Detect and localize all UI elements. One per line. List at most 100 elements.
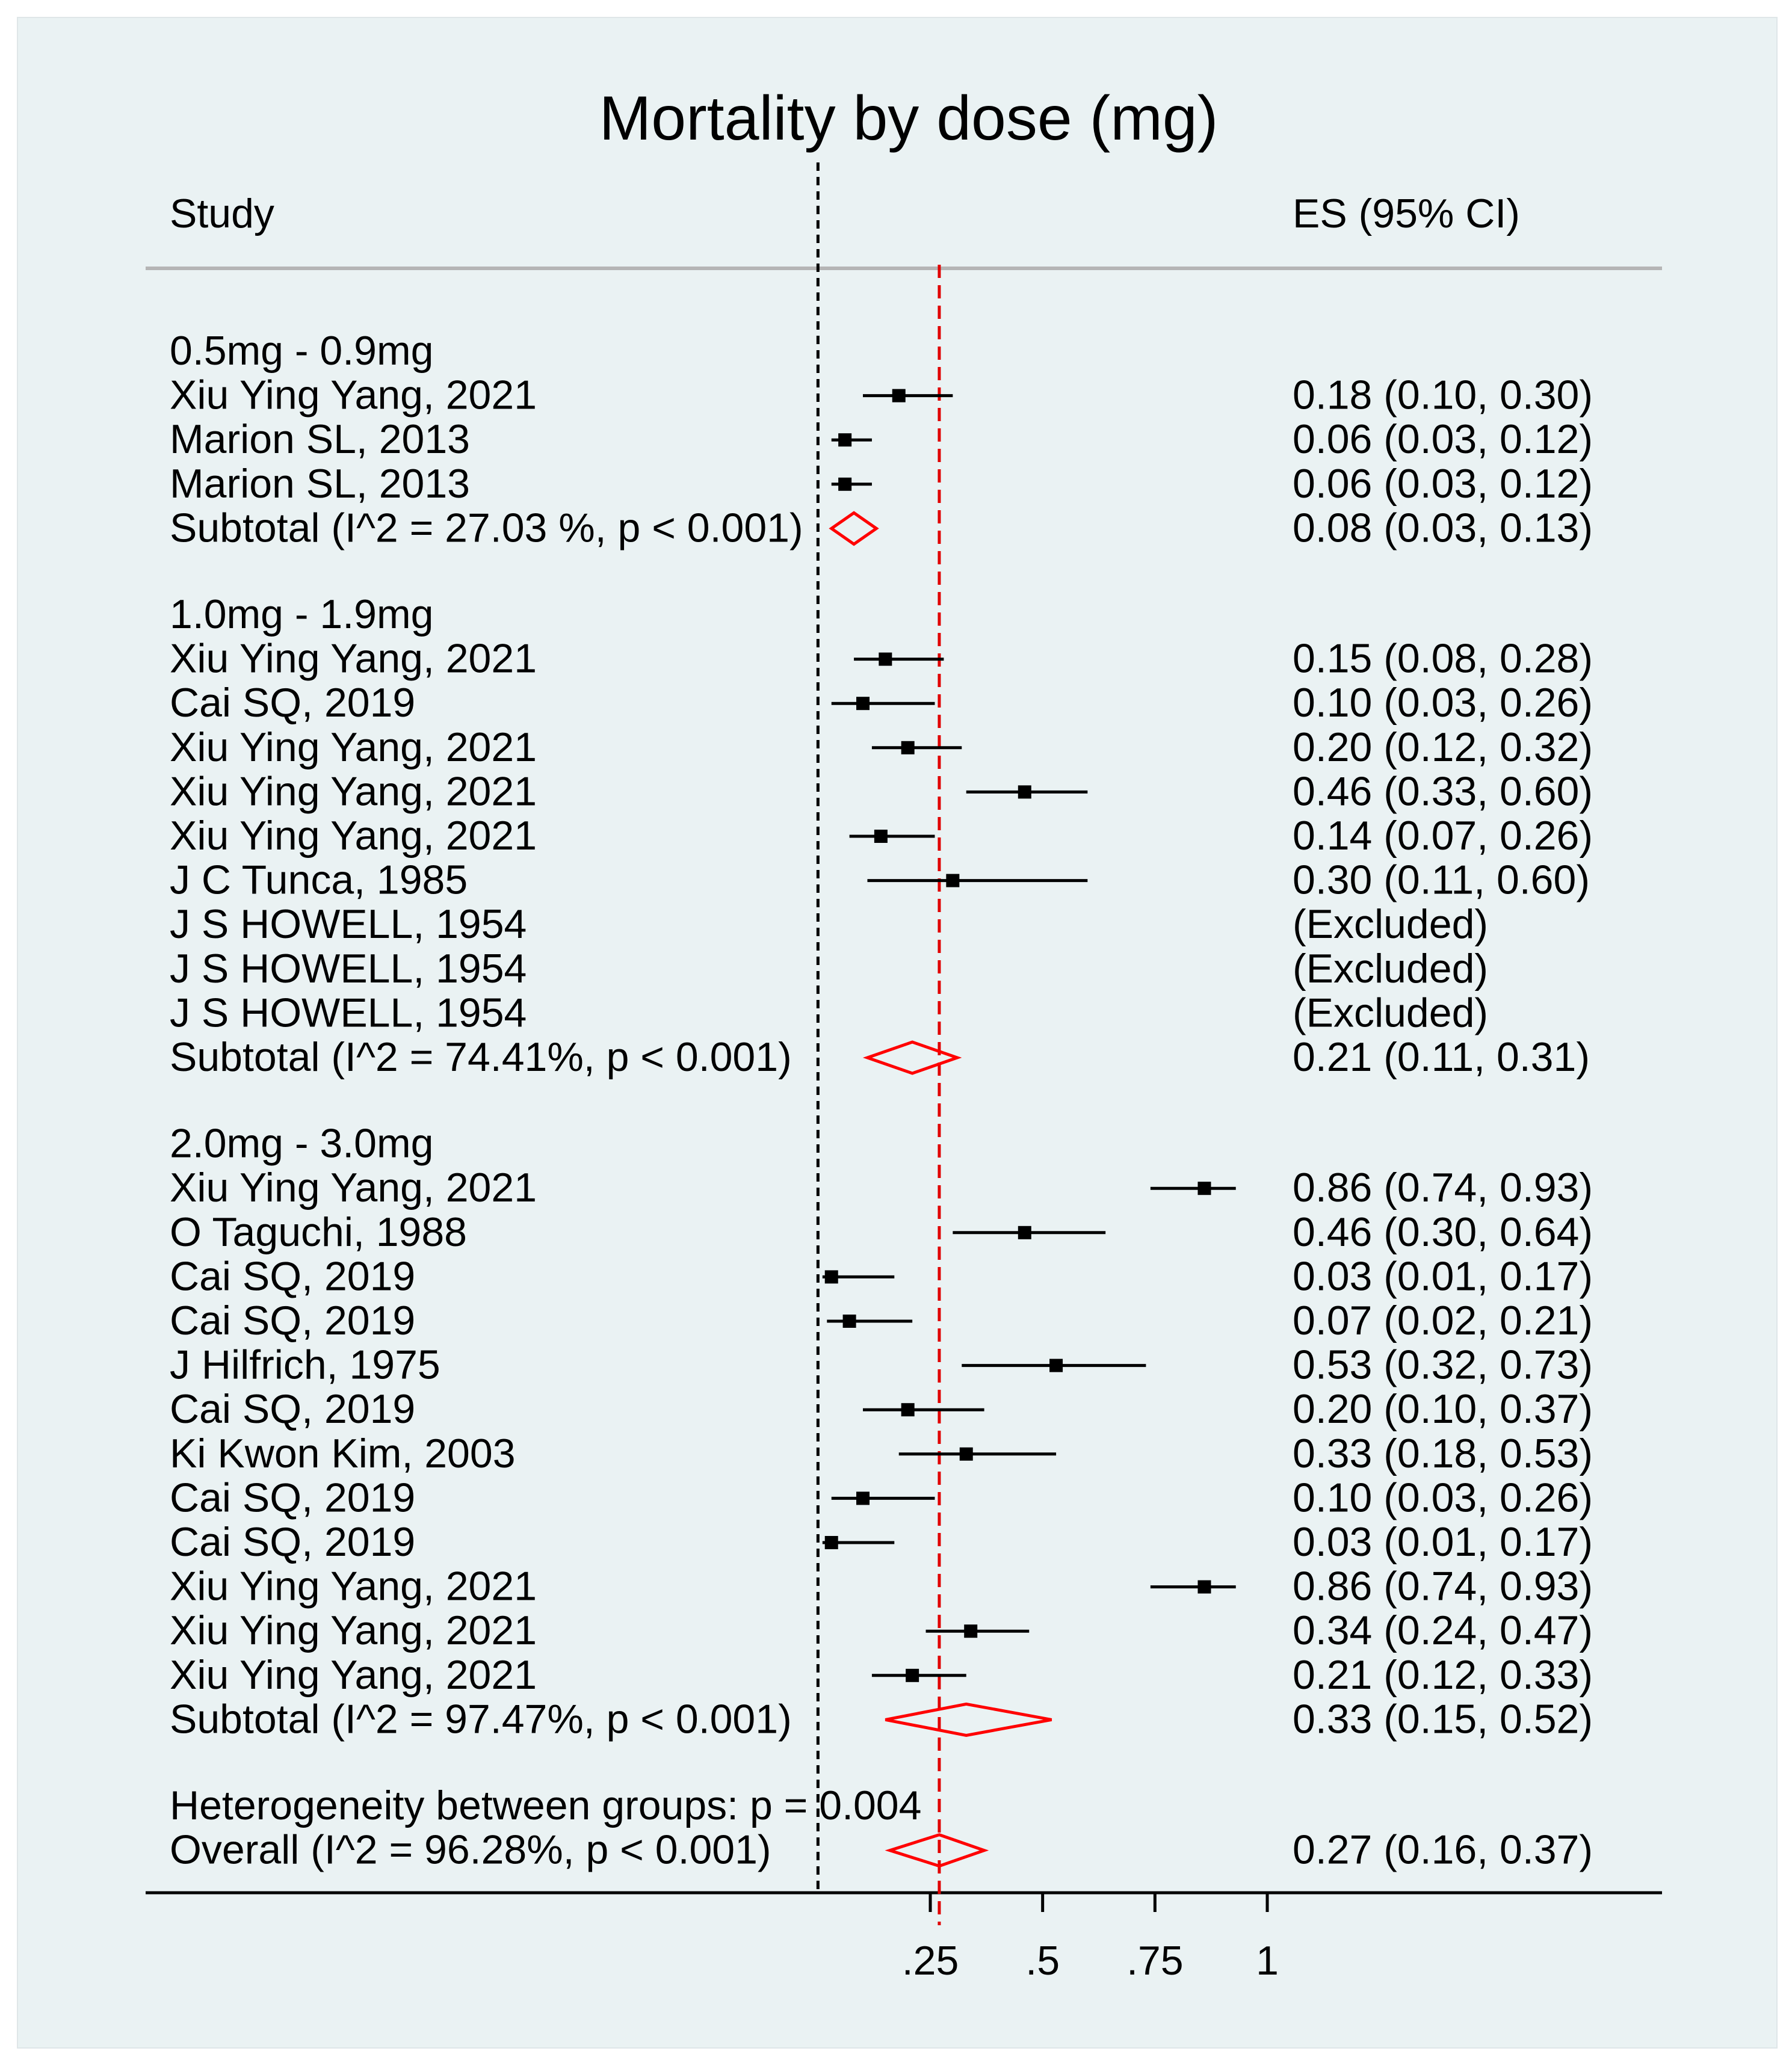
study-label: J C Tunca, 1985	[170, 857, 468, 903]
subtotal-label: Subtotal (I^2 = 27.03 %, p < 0.001)	[170, 505, 803, 550]
row-group: 1.0mg - 1.9mg	[170, 591, 433, 637]
effect-size-marker	[1018, 785, 1031, 799]
effect-size-marker	[901, 741, 915, 754]
group-label: 0.5mg - 0.9mg	[170, 328, 433, 374]
row-excluded: J S HOWELL, 1954 (Excluded)	[170, 990, 1488, 1035]
study-label: Xiu Ying Yang, 2021	[170, 372, 537, 418]
study-label: Xiu Ying Yang, 2021	[170, 768, 537, 814]
es-value: 0.46 (0.33, 0.60)	[1293, 768, 1593, 814]
row-study: Xiu Ying Yang, 2021 0.46 (0.33, 0.60)	[170, 768, 1593, 814]
effect-size-marker	[824, 1536, 838, 1549]
row-group: 0.5mg - 0.9mg	[170, 328, 433, 374]
subtotal-diamond	[829, 511, 879, 546]
study-label: Xiu Ying Yang, 2021	[170, 1165, 537, 1210]
group-label: 1.0mg - 1.9mg	[170, 591, 433, 637]
row-overall: Overall (I^2 = 96.28%, p < 0.001) 0.27 (0…	[170, 1827, 1593, 1873]
excluded-label: J S HOWELL, 1954	[170, 990, 527, 1035]
effect-size-marker	[842, 1315, 856, 1328]
overall-diamond	[885, 1833, 989, 1868]
x-tick-label: 1	[1256, 1938, 1279, 1984]
effect-size-marker	[964, 1624, 978, 1638]
es-value: 0.46 (0.30, 0.64)	[1293, 1209, 1593, 1255]
study-label: Marion SL, 2013	[170, 416, 470, 462]
row-study: Cai SQ, 2019 0.03 (0.01, 0.17)	[170, 1519, 1593, 1565]
row-study: Xiu Ying Yang, 2021 0.34 (0.24, 0.47)	[170, 1608, 1593, 1653]
es-column-header: ES (95% CI)	[1293, 191, 1520, 236]
es-value: 0.10 (0.03, 0.26)	[1293, 680, 1593, 726]
study-label: Xiu Ying Yang, 2021	[170, 1608, 537, 1653]
es-value: (Excluded)	[1293, 901, 1488, 947]
es-value: 0.21 (0.12, 0.33)	[1293, 1652, 1593, 1698]
es-value: 0.30 (0.11, 0.60)	[1293, 857, 1590, 903]
study-label: Ki Kwon Kim, 2003	[170, 1431, 516, 1476]
study-label: Cai SQ, 2019	[170, 1253, 415, 1299]
effect-size-marker	[906, 1668, 919, 1682]
es-value: 0.86 (0.74, 0.93)	[1293, 1564, 1593, 1609]
effect-size-marker	[946, 874, 960, 887]
excluded-label: J S HOWELL, 1954	[170, 901, 527, 947]
es-value: 0.10 (0.03, 0.26)	[1293, 1475, 1593, 1520]
study-label: Xiu Ying Yang, 2021	[170, 813, 537, 859]
row-study: J Hilfrich, 1975 0.53 (0.32, 0.73)	[170, 1342, 1593, 1388]
effect-size-marker	[892, 389, 906, 402]
study-label: Xiu Ying Yang, 2021	[170, 724, 537, 770]
study-label: Marion SL, 2013	[170, 461, 470, 507]
es-value: 0.03 (0.01, 0.17)	[1293, 1519, 1593, 1565]
es-value: 0.33 (0.15, 0.52)	[1293, 1696, 1593, 1742]
row-subtotal: Subtotal (I^2 = 74.41%, p < 0.001) 0.21 (…	[170, 1034, 1590, 1080]
row-excluded: J S HOWELL, 1954 (Excluded)	[170, 901, 1488, 947]
effect-size-marker	[1197, 1182, 1211, 1195]
study-label: O Taguchi, 1988	[170, 1209, 467, 1255]
es-value: 0.86 (0.74, 0.93)	[1293, 1165, 1593, 1210]
effect-size-marker	[856, 697, 870, 711]
subtotal-diamond	[862, 1040, 962, 1075]
es-value: (Excluded)	[1293, 946, 1488, 991]
row-study: Cai SQ, 2019 0.20 (0.10, 0.37)	[170, 1386, 1593, 1432]
study-label: Cai SQ, 2019	[170, 1298, 415, 1343]
subtotal-label: Subtotal (I^2 = 97.47%, p < 0.001)	[170, 1696, 792, 1742]
es-value: 0.33 (0.18, 0.53)	[1293, 1431, 1593, 1476]
es-value: 0.18 (0.10, 0.30)	[1293, 372, 1593, 418]
study-label: Xiu Ying Yang, 2021	[170, 1652, 537, 1698]
study-column-header: Study	[170, 191, 274, 236]
es-value: 0.21 (0.11, 0.31)	[1293, 1034, 1590, 1080]
chart-title: Mortality by dose (mg)	[599, 84, 1219, 153]
effect-size-marker	[838, 477, 852, 491]
study-label: J Hilfrich, 1975	[170, 1342, 440, 1388]
note-label: Heterogeneity between groups: p = 0.004	[170, 1783, 921, 1828]
row-study: Marion SL, 2013 0.06 (0.03, 0.12)	[170, 461, 1593, 507]
excluded-label: J S HOWELL, 1954	[170, 946, 527, 991]
es-value: 0.14 (0.07, 0.26)	[1293, 813, 1593, 859]
plot-background	[17, 17, 1778, 2049]
row-study: Cai SQ, 2019 0.03 (0.01, 0.17)	[170, 1253, 1593, 1299]
effect-size-marker	[856, 1491, 870, 1505]
x-tick-label: .25	[902, 1938, 959, 1984]
es-value: (Excluded)	[1293, 990, 1488, 1035]
row-group: 2.0mg - 3.0mg	[170, 1121, 433, 1167]
es-value: 0.07 (0.02, 0.21)	[1293, 1298, 1593, 1343]
es-value: 0.27 (0.16, 0.37)	[1293, 1827, 1593, 1873]
es-value: 0.06 (0.03, 0.12)	[1293, 416, 1593, 462]
x-tick-label: .5	[1025, 1938, 1060, 1984]
effect-size-marker	[824, 1270, 838, 1284]
row-note: Heterogeneity between groups: p = 0.004	[170, 1783, 921, 1828]
es-value: 0.06 (0.03, 0.12)	[1293, 461, 1593, 507]
es-value: 0.08 (0.03, 0.13)	[1293, 505, 1593, 550]
row-study: J C Tunca, 1985 0.30 (0.11, 0.60)	[170, 857, 1590, 903]
subtotal-label: Subtotal (I^2 = 74.41%, p < 0.001)	[170, 1034, 792, 1080]
study-label: Cai SQ, 2019	[170, 1519, 415, 1565]
x-tick-label: .75	[1126, 1938, 1184, 1984]
es-value: 0.03 (0.01, 0.17)	[1293, 1253, 1593, 1299]
effect-size-marker	[1197, 1580, 1211, 1594]
row-study: O Taguchi, 1988 0.46 (0.30, 0.64)	[170, 1209, 1593, 1255]
study-label: Cai SQ, 2019	[170, 680, 415, 726]
row-study: Xiu Ying Yang, 2021 0.21 (0.12, 0.33)	[170, 1652, 1593, 1698]
row-study: Xiu Ying Yang, 2021 0.14 (0.07, 0.26)	[170, 813, 1593, 859]
overall-label: Overall (I^2 = 96.28%, p < 0.001)	[170, 1827, 771, 1873]
effect-size-marker	[901, 1403, 915, 1417]
effect-size-marker	[879, 652, 892, 666]
row-study: Xiu Ying Yang, 2021 0.15 (0.08, 0.28)	[170, 636, 1593, 682]
row-study: Xiu Ying Yang, 2021 0.20 (0.12, 0.32)	[170, 724, 1593, 770]
study-label: Xiu Ying Yang, 2021	[170, 636, 537, 682]
